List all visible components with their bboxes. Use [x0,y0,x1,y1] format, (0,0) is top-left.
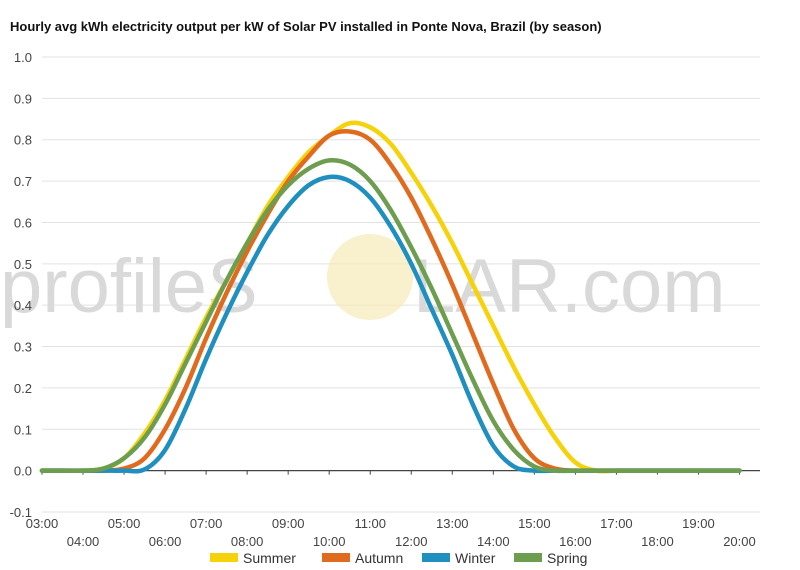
x-tick-label: 17:00 [600,516,633,531]
x-tick-label: 05:00 [108,516,141,531]
legend-swatch-summer [210,553,238,562]
y-tick-label: 0.4 [14,298,32,313]
y-tick-label: 0.0 [14,464,32,479]
x-tick-label: 12:00 [395,534,428,549]
y-tick-label: 0.1 [14,422,32,437]
y-tick-label: 0.3 [14,340,32,355]
y-tick-label: 0.7 [14,174,32,189]
y-tick-label: 0.2 [14,381,32,396]
x-tick-label: 13:00 [436,516,469,531]
legend-label-spring: Spring [547,550,587,566]
x-tick-label: 15:00 [518,516,551,531]
x-tick-label: 08:00 [231,534,264,549]
x-tick-label: 19:00 [682,516,715,531]
watermark: profileS LAR.com [0,234,726,329]
legend-label-summer: Summer [243,550,296,566]
y-tick-label: -0.1 [10,505,32,520]
x-tick-label: 09:00 [272,516,305,531]
x-tick-label: 07:00 [190,516,223,531]
x-tick-label: 20:00 [723,534,756,549]
x-tick-label: 06:00 [149,534,182,549]
watermark-prefix: profileS [0,244,258,329]
y-tick-label: 0.6 [14,215,32,230]
x-tick-label: 03:00 [26,516,59,531]
x-axis: 03:00 04:00 05:00 06:00 07:00 08:00 09:00 10:00… [26,470,756,549]
y-tick-label: 0.9 [14,91,32,106]
x-tick-label: 16:00 [559,534,592,549]
legend-swatch-autumn [322,553,350,562]
legend-label-autumn: Autumn [355,550,403,566]
x-tick-label: 10:00 [313,534,346,549]
chart-title: Hourly avg kWh electricity output per kW… [10,19,602,34]
legend-label-winter: Winter [455,550,496,566]
y-tick-label: 0.8 [14,133,32,148]
legend: Summer Autumn Winter Spring [210,550,587,566]
legend-swatch-winter [422,553,450,562]
legend-swatch-spring [514,553,542,562]
series-line-spring [39,157,742,474]
x-tick-label: 11:00 [354,516,386,531]
x-tick-label: 18:00 [641,534,674,549]
y-tick-label: 1.0 [14,50,32,65]
x-tick-label: 14:00 [477,534,510,549]
x-tick-label: 04:00 [67,534,100,549]
watermark-sun-icon [327,234,413,320]
y-tick-label: 0.5 [14,257,32,272]
series-lines [39,120,742,474]
y-axis: 1.0 0.9 0.8 0.7 0.6 0.5 0.4 0.3 0.2 0.1 0.0 -0.1 [10,50,32,520]
